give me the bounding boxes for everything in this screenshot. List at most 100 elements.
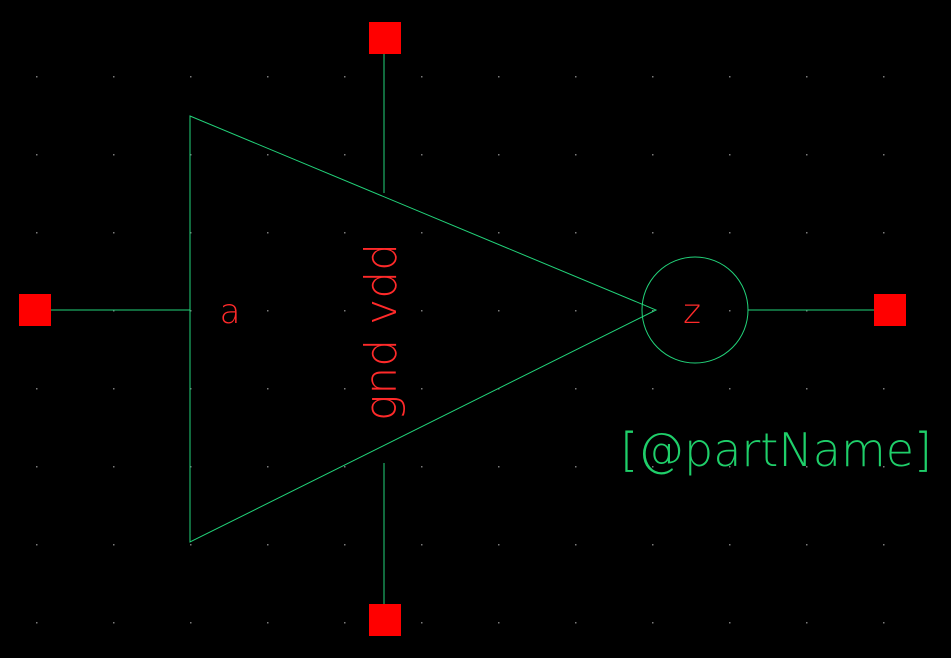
grid-dot bbox=[729, 154, 731, 156]
grid-dot bbox=[113, 232, 115, 234]
grid-dot bbox=[729, 466, 731, 468]
input-pin-label: a bbox=[220, 292, 241, 332]
grid-dot bbox=[575, 466, 577, 468]
grid-dot bbox=[575, 232, 577, 234]
grid-dot bbox=[498, 310, 500, 312]
grid-dot bbox=[344, 310, 346, 312]
grid-dot bbox=[36, 76, 38, 78]
grid-dot bbox=[421, 310, 423, 312]
grid-dot bbox=[267, 622, 269, 624]
grid-dot bbox=[113, 76, 115, 78]
grid-dot bbox=[190, 76, 192, 78]
grid-dot bbox=[883, 466, 885, 468]
grid-dot bbox=[421, 154, 423, 156]
grid-dot bbox=[729, 622, 731, 624]
pin-output-z[interactable] bbox=[874, 294, 906, 326]
grid-dot bbox=[344, 76, 346, 78]
grid-dot bbox=[421, 232, 423, 234]
grid-dot bbox=[498, 622, 500, 624]
grid-dot bbox=[498, 544, 500, 546]
grid-dot bbox=[421, 622, 423, 624]
grid-dot bbox=[267, 310, 269, 312]
grid-dot bbox=[113, 310, 115, 312]
grid-dot bbox=[36, 544, 38, 546]
grid-dot bbox=[421, 466, 423, 468]
grid-dot bbox=[498, 76, 500, 78]
grid-dot bbox=[36, 232, 38, 234]
grid-dot bbox=[806, 154, 808, 156]
grid-dot bbox=[652, 76, 654, 78]
grid-dot bbox=[883, 154, 885, 156]
grid-dot bbox=[36, 154, 38, 156]
grid-dot bbox=[883, 388, 885, 390]
grid-dot bbox=[729, 544, 731, 546]
grid-dot bbox=[113, 622, 115, 624]
grid-dot bbox=[883, 232, 885, 234]
grid-dot bbox=[575, 622, 577, 624]
grid-dot bbox=[267, 544, 269, 546]
grid-dot bbox=[344, 544, 346, 546]
pin-gnd[interactable] bbox=[369, 604, 401, 636]
grid-dot bbox=[652, 232, 654, 234]
grid-dot bbox=[113, 388, 115, 390]
grid-dot bbox=[190, 466, 192, 468]
grid-dot bbox=[190, 154, 192, 156]
grid-dot bbox=[36, 622, 38, 624]
grid-dot bbox=[190, 310, 192, 312]
grid-dot bbox=[575, 76, 577, 78]
grid-dot bbox=[267, 466, 269, 468]
grid-dot bbox=[729, 310, 731, 312]
grid-dot bbox=[806, 232, 808, 234]
grid-dot bbox=[806, 622, 808, 624]
grid-dot bbox=[498, 154, 500, 156]
grid-dot bbox=[652, 310, 654, 312]
grid-dot bbox=[421, 544, 423, 546]
inverter-triangle[interactable] bbox=[189, 115, 658, 543]
grid-dot bbox=[652, 154, 654, 156]
grid-dot bbox=[575, 154, 577, 156]
grid-dot bbox=[729, 388, 731, 390]
grid-dot bbox=[575, 388, 577, 390]
grid-dot bbox=[806, 310, 808, 312]
grid-dot bbox=[190, 388, 192, 390]
grid-dot bbox=[421, 76, 423, 78]
grid-dot bbox=[883, 544, 885, 546]
grid-dot bbox=[498, 232, 500, 234]
grid-dot bbox=[344, 622, 346, 624]
grid-dot bbox=[883, 622, 885, 624]
grid-dot bbox=[729, 76, 731, 78]
grid-dot bbox=[806, 388, 808, 390]
grid-dot bbox=[190, 232, 192, 234]
grid-dot bbox=[113, 154, 115, 156]
pin-vdd[interactable] bbox=[369, 22, 401, 54]
grid-dot bbox=[806, 76, 808, 78]
grid-dot bbox=[267, 232, 269, 234]
output-pin-label: z bbox=[683, 292, 701, 332]
power-pins-label: gnd vdd bbox=[356, 243, 407, 421]
grid-dot bbox=[498, 466, 500, 468]
grid-dot bbox=[883, 76, 885, 78]
grid-dot bbox=[36, 466, 38, 468]
pin-input-a[interactable] bbox=[19, 294, 51, 326]
grid-dots bbox=[36, 76, 885, 624]
grid-dot bbox=[113, 544, 115, 546]
grid-dot bbox=[190, 544, 192, 546]
grid-dot bbox=[344, 388, 346, 390]
grid-dot bbox=[344, 232, 346, 234]
grid-dot bbox=[806, 466, 808, 468]
grid-dot bbox=[575, 544, 577, 546]
grid-dot bbox=[344, 154, 346, 156]
grid-dot bbox=[113, 466, 115, 468]
grid-dot bbox=[652, 466, 654, 468]
grid-dot bbox=[652, 622, 654, 624]
grid-dot bbox=[36, 388, 38, 390]
grid-dot bbox=[652, 388, 654, 390]
grid-dot bbox=[267, 154, 269, 156]
grid-dot bbox=[344, 466, 346, 468]
grid-dot bbox=[267, 76, 269, 78]
grid-dot bbox=[575, 310, 577, 312]
grid-dot bbox=[190, 622, 192, 624]
instance-name-label: [@partName] bbox=[620, 423, 932, 477]
grid-dot bbox=[806, 544, 808, 546]
